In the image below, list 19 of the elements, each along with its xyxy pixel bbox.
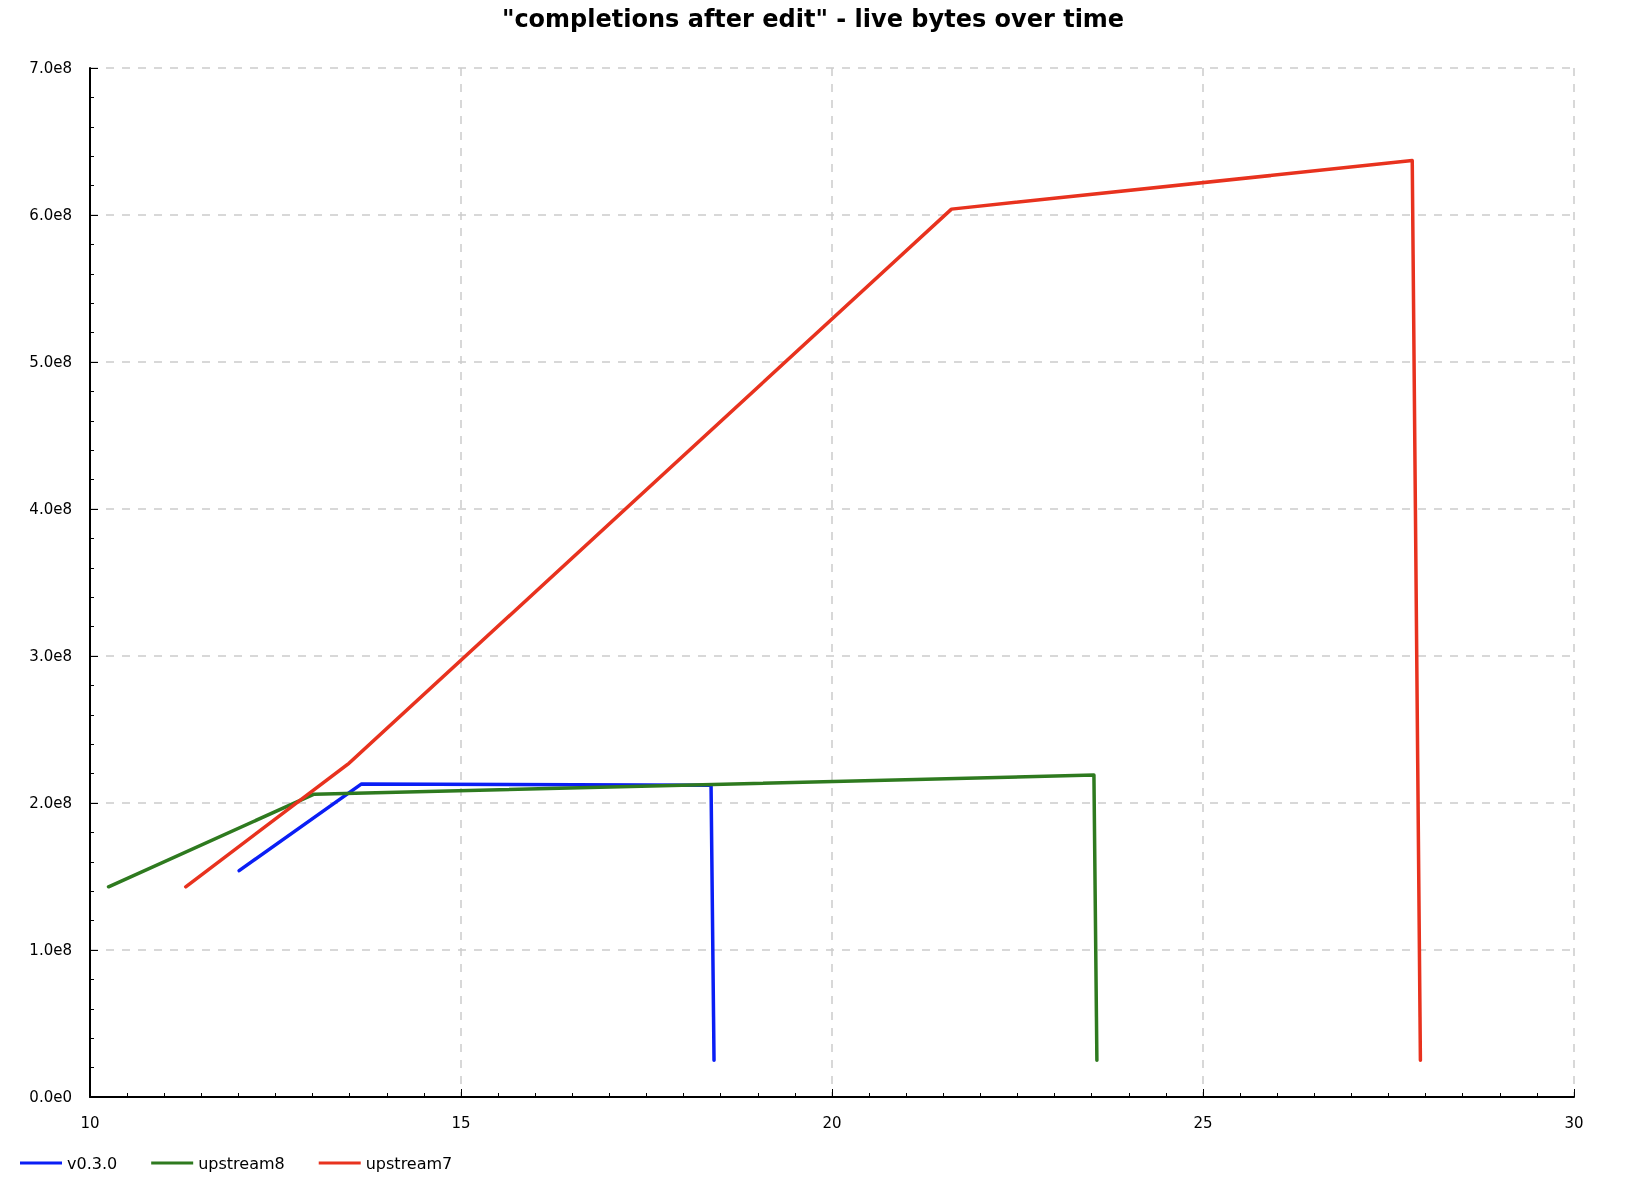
legend-label: v0.3.0 xyxy=(67,1153,118,1173)
y-tick-label: 7.0e8 xyxy=(29,59,72,77)
legend-label: upstream7 xyxy=(365,1153,453,1173)
x-tick-label: 20 xyxy=(822,1113,842,1132)
x-tick-label: 30 xyxy=(1564,1113,1584,1132)
y-tick-label: 6.0e8 xyxy=(29,206,72,224)
line-series xyxy=(183,158,1423,1062)
x-tick-label: 10 xyxy=(80,1113,100,1132)
legend-label: upstream8 xyxy=(198,1153,285,1173)
y-tick-label: 2.0e8 xyxy=(29,794,72,812)
y-tick-label: 3.0e8 xyxy=(29,647,72,665)
x-tick-label: 25 xyxy=(1193,1113,1213,1132)
y-tick-label: 1.0e8 xyxy=(29,941,72,959)
x-tick-label: 15 xyxy=(451,1113,471,1132)
y-tick-label: 0.0e0 xyxy=(29,1088,72,1106)
y-tick-label: 5.0e8 xyxy=(29,353,72,371)
line-series xyxy=(106,773,1099,1062)
y-tick-label: 4.0e8 xyxy=(29,500,72,518)
chart-title: "completions after edit" - live bytes over time xyxy=(501,5,1125,33)
